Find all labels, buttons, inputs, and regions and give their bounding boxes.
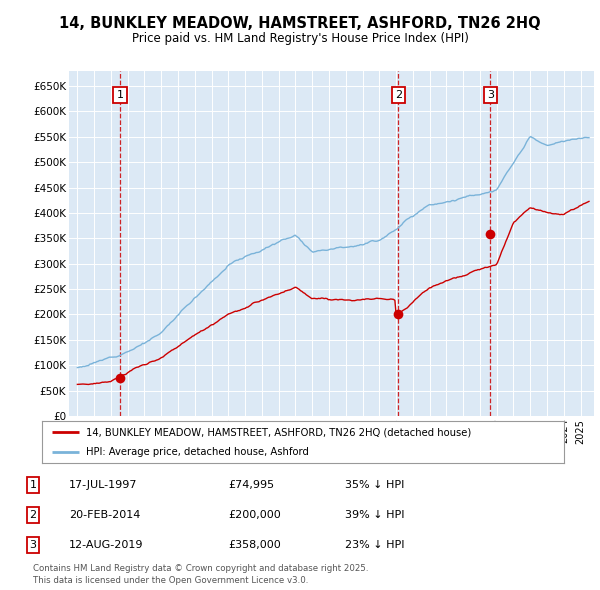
Text: HPI: Average price, detached house, Ashford: HPI: Average price, detached house, Ashf… <box>86 447 309 457</box>
Text: 14, BUNKLEY MEADOW, HAMSTREET, ASHFORD, TN26 2HQ: 14, BUNKLEY MEADOW, HAMSTREET, ASHFORD, … <box>59 16 541 31</box>
Text: 35% ↓ HPI: 35% ↓ HPI <box>345 480 404 490</box>
Text: 17-JUL-1997: 17-JUL-1997 <box>69 480 137 490</box>
Text: £74,995: £74,995 <box>228 480 274 490</box>
Text: 12-AUG-2019: 12-AUG-2019 <box>69 540 143 550</box>
Text: 2: 2 <box>29 510 37 520</box>
Text: 2: 2 <box>395 90 402 100</box>
Text: £200,000: £200,000 <box>228 510 281 520</box>
Text: Price paid vs. HM Land Registry's House Price Index (HPI): Price paid vs. HM Land Registry's House … <box>131 32 469 45</box>
Text: 1: 1 <box>29 480 37 490</box>
Text: 3: 3 <box>29 540 37 550</box>
Text: Contains HM Land Registry data © Crown copyright and database right 2025.
This d: Contains HM Land Registry data © Crown c… <box>33 565 368 585</box>
Text: 3: 3 <box>487 90 494 100</box>
Text: 23% ↓ HPI: 23% ↓ HPI <box>345 540 404 550</box>
Text: 20-FEB-2014: 20-FEB-2014 <box>69 510 140 520</box>
Text: 39% ↓ HPI: 39% ↓ HPI <box>345 510 404 520</box>
Text: 1: 1 <box>116 90 124 100</box>
Text: £358,000: £358,000 <box>228 540 281 550</box>
Text: 14, BUNKLEY MEADOW, HAMSTREET, ASHFORD, TN26 2HQ (detached house): 14, BUNKLEY MEADOW, HAMSTREET, ASHFORD, … <box>86 427 472 437</box>
